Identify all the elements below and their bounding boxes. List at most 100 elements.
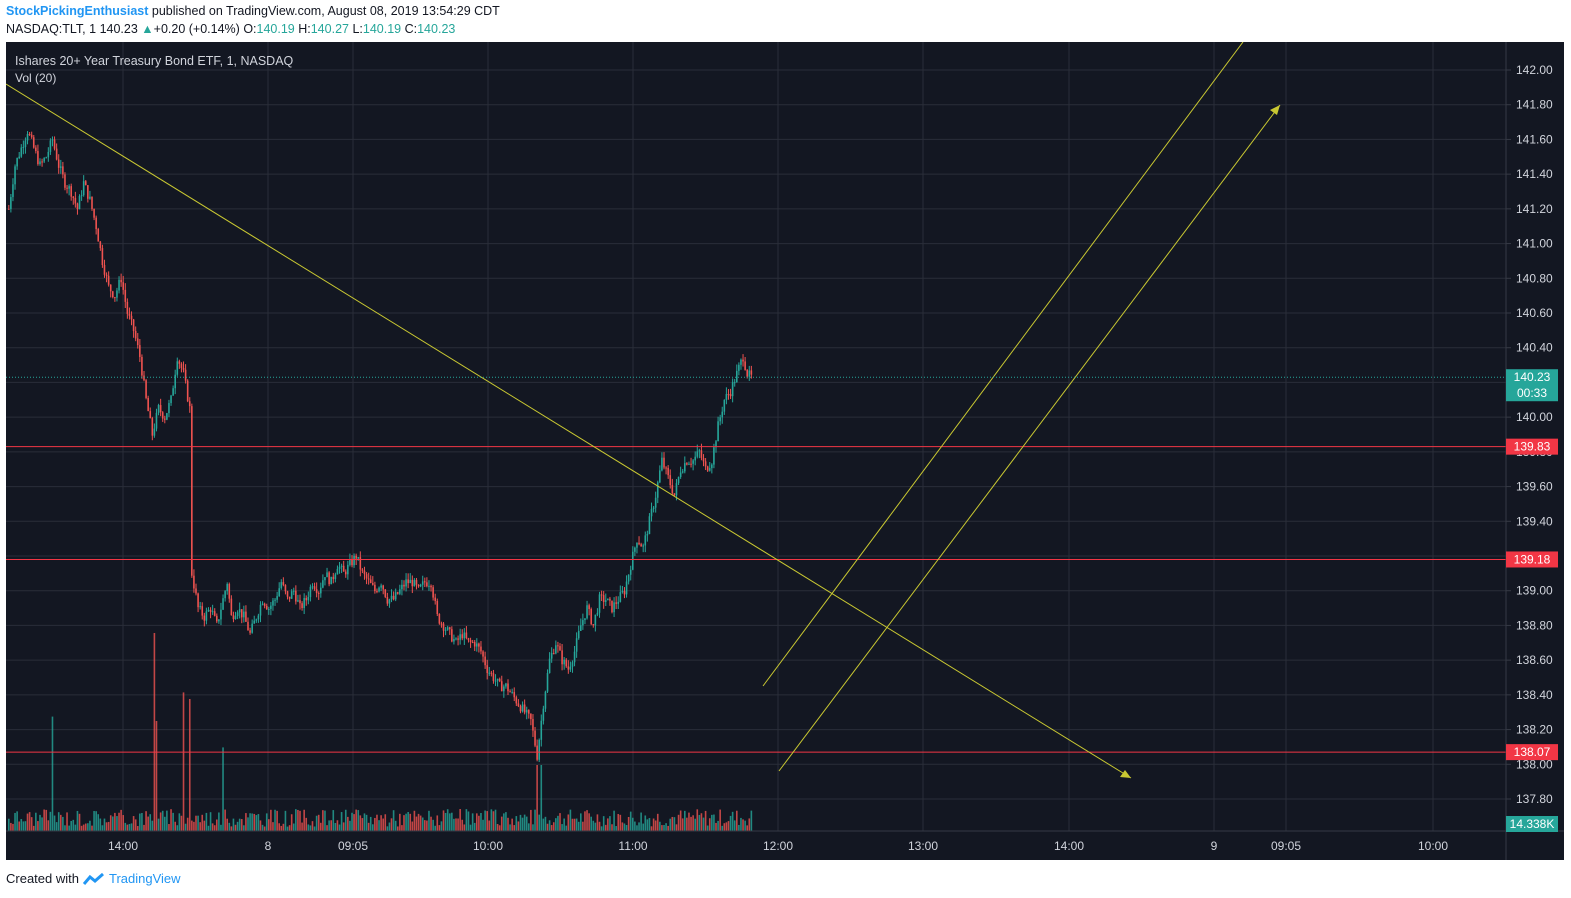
candle-body bbox=[347, 564, 349, 575]
candle-body bbox=[62, 166, 64, 175]
volume-bar bbox=[478, 815, 480, 831]
candle-body bbox=[613, 602, 615, 613]
candle-body bbox=[39, 161, 41, 165]
volume-bar bbox=[590, 816, 592, 831]
candle-body bbox=[746, 369, 748, 377]
low-label: L: bbox=[352, 22, 363, 36]
volume-bar bbox=[492, 811, 495, 831]
volume-bar bbox=[411, 821, 414, 831]
volume-bar bbox=[544, 816, 547, 831]
volume-bar bbox=[588, 813, 590, 831]
volume-bar bbox=[600, 826, 603, 831]
volume-bar bbox=[184, 823, 187, 831]
candle-body bbox=[654, 497, 657, 508]
volume-bar bbox=[392, 810, 395, 831]
volume-bar bbox=[93, 811, 95, 831]
candle-body bbox=[563, 659, 565, 665]
candle-body bbox=[342, 565, 345, 572]
volume-bar bbox=[307, 824, 310, 831]
candle-body bbox=[706, 466, 709, 471]
volume-bar bbox=[80, 825, 83, 831]
price-chart[interactable]: 142.00 141.80 141.60 141.40 141.20 141.00 140.… bbox=[5, 41, 1564, 860]
candle-body bbox=[740, 359, 742, 365]
candle-body bbox=[588, 605, 590, 610]
volume-bar bbox=[386, 826, 389, 831]
candle-body bbox=[45, 157, 48, 159]
volume-bar bbox=[611, 824, 613, 831]
candle-body bbox=[147, 397, 149, 412]
volume-bar bbox=[151, 820, 154, 831]
volume-bar bbox=[35, 812, 37, 831]
volume-bar bbox=[746, 825, 748, 831]
candle-body bbox=[55, 148, 58, 160]
volume-bar bbox=[607, 818, 609, 831]
candle-body bbox=[580, 625, 582, 631]
volume-bar bbox=[286, 826, 289, 831]
candle-body bbox=[126, 301, 129, 314]
candle-body bbox=[575, 638, 578, 652]
candle-body bbox=[440, 623, 443, 625]
candle-body bbox=[384, 589, 387, 597]
volume-bar bbox=[263, 826, 266, 831]
candle-body bbox=[68, 186, 70, 189]
candle-body bbox=[584, 618, 586, 621]
channel-lower-line bbox=[778, 104, 1281, 772]
candle-body bbox=[476, 643, 478, 647]
candle-body bbox=[299, 600, 301, 604]
candle-body bbox=[700, 450, 703, 458]
volume-bar bbox=[723, 823, 726, 831]
candle-body bbox=[317, 592, 320, 594]
candle-body bbox=[180, 363, 183, 369]
candle-body bbox=[82, 181, 85, 196]
volume-bar bbox=[284, 810, 287, 831]
candle-body bbox=[53, 139, 56, 149]
volume-bar bbox=[132, 816, 135, 831]
candle-body bbox=[394, 592, 397, 600]
volume-bar bbox=[498, 825, 501, 831]
volume-bar bbox=[646, 819, 649, 831]
candle-body bbox=[311, 586, 314, 588]
candle-body bbox=[367, 578, 370, 580]
volume-bar bbox=[313, 826, 316, 831]
volume-bar bbox=[401, 825, 403, 831]
last-price-badge bbox=[1506, 369, 1558, 402]
price-tick-label: 139.60 bbox=[1516, 480, 1553, 494]
volume-bar bbox=[203, 820, 206, 831]
volume-bar bbox=[384, 814, 387, 831]
candles bbox=[8, 131, 753, 763]
volume-bar bbox=[652, 818, 655, 831]
tradingview-brand[interactable]: TradingView bbox=[108, 871, 181, 886]
candle-body bbox=[70, 186, 72, 197]
volume-bar bbox=[453, 818, 455, 831]
volume-bar bbox=[89, 820, 91, 831]
candle-body bbox=[259, 604, 262, 616]
volume-bar bbox=[490, 809, 493, 831]
candle-body bbox=[542, 708, 545, 721]
price-badges: 139.83 139.18 138.07 140.23 00:33 14.338K bbox=[1506, 369, 1558, 832]
chart-panel[interactable]: 142.00 141.80 141.60 141.40 141.20 141.00 140.… bbox=[5, 41, 1564, 860]
candle-body bbox=[515, 697, 518, 704]
volume-bar bbox=[719, 809, 721, 831]
candle-body bbox=[392, 595, 395, 600]
time-tick-label: 14:00 bbox=[1054, 839, 1084, 853]
candle-body bbox=[365, 574, 368, 579]
candle-body bbox=[432, 587, 434, 598]
volume-bar bbox=[213, 825, 216, 831]
volume-bar bbox=[615, 826, 617, 831]
candle-body bbox=[336, 568, 339, 575]
candle-body bbox=[627, 574, 630, 582]
volume-bar bbox=[168, 824, 170, 831]
candle-body bbox=[729, 394, 732, 397]
volume-bar bbox=[176, 825, 179, 831]
volume-bar bbox=[340, 812, 343, 831]
author-link[interactable]: StockPickingEnthusiast bbox=[6, 4, 149, 18]
candle-body bbox=[122, 282, 124, 290]
candle-body bbox=[324, 577, 326, 581]
candle-body bbox=[419, 584, 422, 587]
volume-bar bbox=[700, 813, 703, 831]
candle-body bbox=[305, 598, 308, 601]
volume-bar bbox=[627, 817, 630, 831]
volume-bar bbox=[675, 824, 678, 831]
volume-bar bbox=[349, 820, 351, 831]
candle-body bbox=[738, 364, 740, 371]
